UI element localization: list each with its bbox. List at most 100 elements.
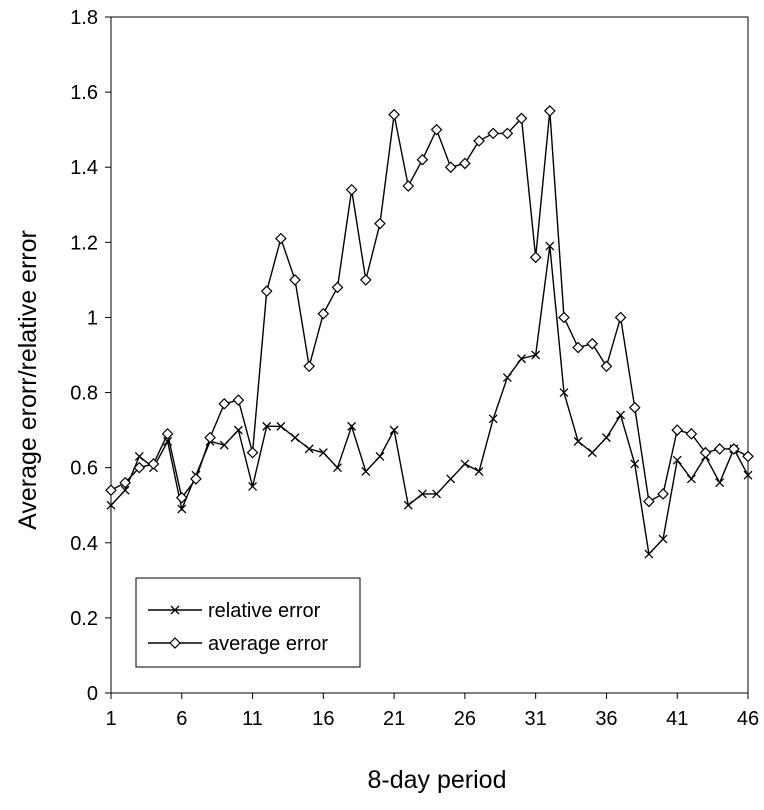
data-point [375,451,385,461]
data-point [133,461,146,474]
legend-label: relative error [208,600,321,622]
data-point [276,421,286,431]
data-point [587,448,597,458]
data-point [248,481,258,491]
data-point [460,459,470,469]
x-tick-label: 46 [737,708,759,730]
plot-area-frame [110,16,749,694]
data-point [727,443,740,455]
data-point [473,135,485,147]
y-axis-title: Average erorr/relative error [14,230,42,530]
data-point [742,450,754,463]
data-point [388,108,400,121]
y-tick-label: 1.4 [70,157,98,179]
data-point [416,153,429,166]
data-point [304,444,314,454]
data-point [290,433,300,443]
data-point [501,127,514,140]
data-point [432,489,442,499]
data-point [517,354,526,364]
x-tick-label: 6 [176,708,187,730]
data-point [275,232,287,245]
data-point [204,431,216,444]
data-point [119,476,132,489]
data-point [715,478,725,488]
data-point [260,285,273,298]
data-point [487,127,500,140]
x-tick-label: 16 [312,708,334,730]
y-tick-label: 0.6 [70,458,98,480]
data-point [616,410,626,420]
data-point [331,281,344,294]
x-tick-label: 1 [105,708,116,730]
data-point [105,484,117,497]
data-point [134,451,144,461]
x-tick-label: 31 [525,708,547,730]
data-point [402,180,415,192]
y-tick-label: 1.2 [70,232,98,254]
data-point [586,337,599,350]
data-point [147,458,160,470]
data-point [120,485,130,495]
legend-marker [170,605,180,615]
data-point [403,500,413,510]
data-point [417,489,427,499]
data-point [106,500,116,510]
data-point [262,421,272,431]
data-point [502,373,512,382]
y-tick-label: 0.8 [70,383,98,405]
data-point [345,183,358,196]
data-point [289,274,301,286]
data-point [713,443,726,455]
x-tick-label: 26 [454,708,476,730]
data-point [446,474,456,484]
data-point [657,488,669,500]
data-point [601,433,611,443]
data-point [488,414,498,424]
legend-marker [169,637,181,649]
legend: relative error average error [135,577,361,668]
data-point [558,311,570,324]
data-point [572,341,584,354]
data-point [303,360,316,373]
data-point [672,455,682,465]
data-point [161,428,174,440]
data-point [333,463,342,473]
data-point [246,446,259,459]
axes: 00.20.40.60.811.21.41.61.81 6 11 16 21 26 31 36… [70,7,759,730]
data-point [685,428,698,440]
data-point [699,446,712,459]
series-line [110,110,749,503]
series-group [105,105,754,559]
y-tick-label: 0.4 [70,533,98,555]
data-point [374,217,386,230]
legend-box [135,577,361,668]
data-point [175,491,188,504]
y-tick-label: 0 [87,683,98,705]
data-point [233,425,243,435]
series-relative-error [106,241,753,559]
data-point [658,534,668,544]
data-point [361,466,371,476]
data-point [686,474,696,484]
data-point [630,459,640,469]
data-point [389,425,399,435]
data-point [177,504,187,514]
data-point [219,440,229,450]
data-point [459,157,471,170]
series-average-error [105,105,754,508]
y-tick-label: 0.2 [70,608,98,630]
data-point [671,424,684,436]
data-point [614,311,627,324]
data-point [529,251,542,264]
data-point [643,495,655,508]
y-tick-label: 1 [87,307,98,329]
x-axis-title: 8-day period [368,766,507,794]
data-point [600,360,613,373]
data-point [531,350,541,360]
data-point [317,307,330,320]
data-point [545,241,555,251]
y-tick-label: 1.8 [70,7,98,29]
